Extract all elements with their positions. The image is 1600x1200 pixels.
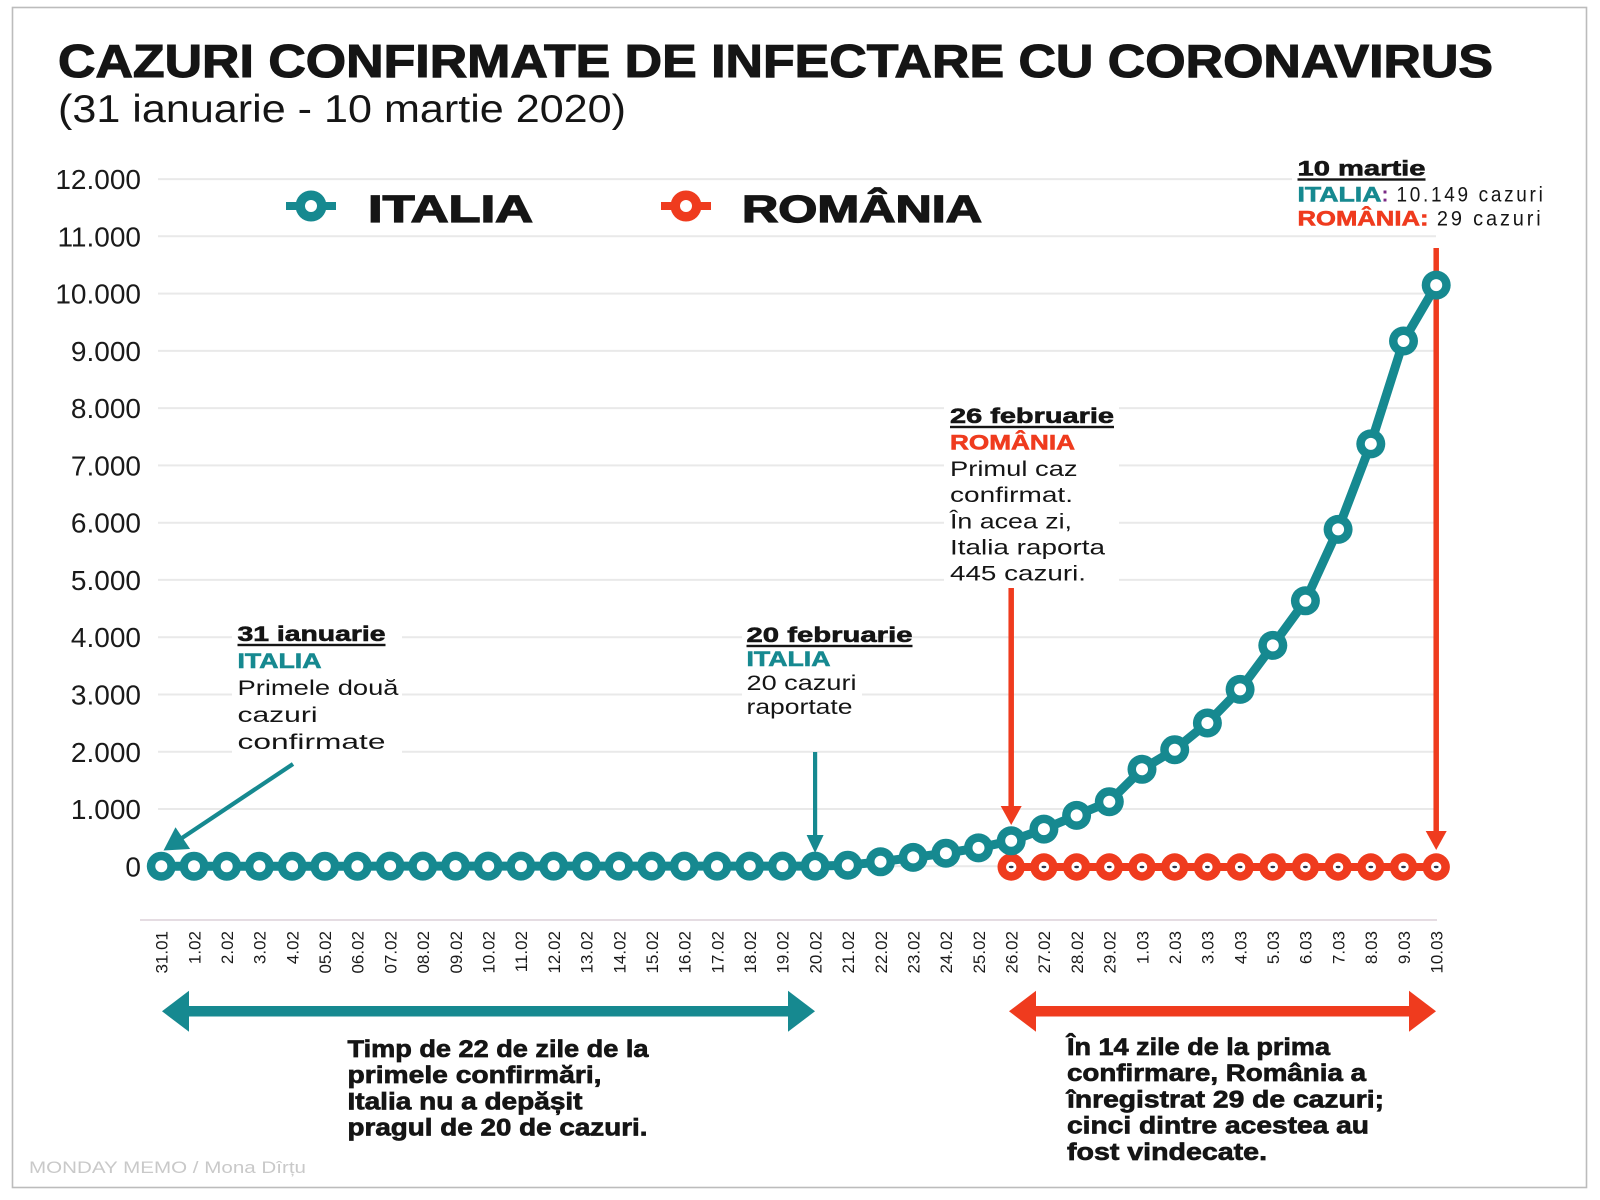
svg-text:06.02: 06.02 [349, 931, 368, 974]
svg-text:Primul caz: Primul caz [950, 458, 1078, 481]
svg-text:(31 ianuarie - 10 martie 2020): (31 ianuarie - 10 martie 2020) [58, 88, 626, 131]
svg-text:9.03: 9.03 [1395, 931, 1414, 964]
svg-text:4.02: 4.02 [283, 931, 302, 964]
svg-text:4.000: 4.000 [71, 622, 141, 653]
svg-text:10 martie: 10 martie [1298, 158, 1426, 181]
svg-text:2.02: 2.02 [218, 931, 237, 964]
svg-text:6.000: 6.000 [71, 508, 141, 539]
svg-text:15.02: 15.02 [643, 931, 662, 974]
svg-text:23.02: 23.02 [905, 931, 924, 974]
svg-text:ITALIA: ITALIA [368, 189, 533, 231]
svg-text:19.02: 19.02 [774, 931, 793, 974]
svg-text:05.02: 05.02 [316, 931, 335, 974]
svg-text:9.000: 9.000 [71, 336, 141, 367]
svg-text:3.03: 3.03 [1199, 931, 1218, 964]
svg-text:7.03: 7.03 [1329, 931, 1348, 964]
svg-text:17.02: 17.02 [708, 931, 727, 974]
svg-text:2.000: 2.000 [71, 737, 141, 768]
svg-text:26.02: 26.02 [1003, 931, 1022, 974]
svg-text:Italia raporta: Italia raporta [950, 537, 1105, 560]
svg-text:confirmare, România a: confirmare, România a [1067, 1060, 1367, 1087]
svg-text:10.03: 10.03 [1428, 931, 1447, 974]
svg-text:înregistrat 29 de cazuri;: înregistrat 29 de cazuri; [1066, 1086, 1384, 1113]
svg-text:11.02: 11.02 [512, 931, 531, 972]
svg-text:25.02: 25.02 [970, 931, 989, 974]
svg-text:5.03: 5.03 [1264, 931, 1283, 964]
svg-text:21.02: 21.02 [839, 931, 858, 974]
svg-text:12.02: 12.02 [545, 931, 564, 974]
svg-text:4.03: 4.03 [1231, 931, 1250, 964]
svg-text:Primele două: Primele două [238, 677, 399, 700]
svg-text:1.000: 1.000 [71, 794, 141, 825]
svg-text:16.02: 16.02 [676, 931, 695, 974]
svg-text:31 ianuarie: 31 ianuarie [238, 623, 386, 646]
svg-text:08.02: 08.02 [414, 931, 433, 974]
svg-text:3.02: 3.02 [251, 931, 270, 964]
svg-text:ROMÂNIA: ROMÂNIA [742, 187, 982, 231]
svg-text:07.02: 07.02 [381, 931, 400, 974]
svg-text:10.02: 10.02 [480, 931, 499, 974]
svg-text:8.03: 8.03 [1362, 931, 1381, 964]
svg-text:6.03: 6.03 [1297, 931, 1316, 964]
svg-text:Timp de 22 de zile de la: Timp de 22 de zile de la [348, 1036, 650, 1063]
svg-text:1.03: 1.03 [1133, 931, 1152, 964]
svg-text:20 cazuri: 20 cazuri [747, 672, 857, 695]
svg-text:ITALIA: 10.149 cazuri: ITALIA: 10.149 cazuri [1298, 184, 1546, 207]
svg-text:28.02: 28.02 [1068, 931, 1087, 974]
svg-text:20 februarie: 20 februarie [747, 624, 913, 647]
svg-text:22.02: 22.02 [872, 931, 891, 974]
svg-text:În acea zi,: În acea zi, [949, 511, 1072, 534]
svg-text:445 cazuri.: 445 cazuri. [950, 563, 1086, 586]
svg-text:ROMÂNIA: 29 cazuri: ROMÂNIA: 29 cazuri [1298, 207, 1544, 231]
svg-text:3.000: 3.000 [71, 680, 141, 711]
svg-text:12.000: 12.000 [55, 164, 141, 195]
svg-text:27.02: 27.02 [1035, 931, 1054, 974]
svg-text:5.000: 5.000 [71, 565, 141, 596]
svg-text:ITALIA: ITALIA [238, 650, 322, 673]
svg-text:7.000: 7.000 [71, 450, 141, 481]
svg-text:CAZURI CONFIRMATE DE INFECTARE: CAZURI CONFIRMATE DE INFECTARE CU CORONA… [58, 35, 1493, 87]
svg-text:MONDAY MEMO / Mona Dîrțu: MONDAY MEMO / Mona Dîrțu [29, 1158, 306, 1177]
svg-text:14.02: 14.02 [610, 931, 629, 974]
svg-text:11.000: 11.000 [57, 221, 141, 252]
svg-text:2.03: 2.03 [1166, 931, 1185, 964]
svg-text:13.02: 13.02 [578, 931, 597, 974]
svg-text:26 februarie: 26 februarie [950, 405, 1114, 428]
svg-text:ROMÂNIA: ROMÂNIA [950, 430, 1075, 454]
svg-text:În 14 zile de la prima: În 14 zile de la prima [1066, 1033, 1331, 1061]
svg-text:31.01: 31.01 [153, 931, 172, 974]
svg-text:1.02: 1.02 [185, 931, 204, 964]
svg-text:cazuri: cazuri [238, 704, 318, 727]
svg-text:Italia nu a depășit: Italia nu a depășit [348, 1088, 583, 1115]
svg-text:pragul de 20 de cazuri.: pragul de 20 de cazuri. [348, 1115, 648, 1142]
svg-text:confirmat.: confirmat. [950, 484, 1073, 507]
svg-text:10.000: 10.000 [55, 279, 141, 310]
svg-text:cinci dintre acestea au: cinci dintre acestea au [1067, 1113, 1369, 1140]
svg-text:0: 0 [125, 851, 141, 882]
svg-text:18.02: 18.02 [741, 931, 760, 974]
svg-text:fost vindecate.: fost vindecate. [1067, 1139, 1267, 1166]
svg-text:ITALIA: ITALIA [747, 648, 831, 671]
svg-text:primele confirmări,: primele confirmări, [348, 1062, 602, 1089]
svg-text:24.02: 24.02 [937, 931, 956, 974]
svg-text:confirmate: confirmate [238, 731, 386, 754]
svg-text:8.000: 8.000 [71, 393, 141, 424]
svg-text:09.02: 09.02 [447, 931, 466, 974]
svg-text:raportate: raportate [747, 696, 853, 719]
svg-text:20.02: 20.02 [806, 931, 825, 974]
svg-text:29.02: 29.02 [1101, 931, 1120, 974]
